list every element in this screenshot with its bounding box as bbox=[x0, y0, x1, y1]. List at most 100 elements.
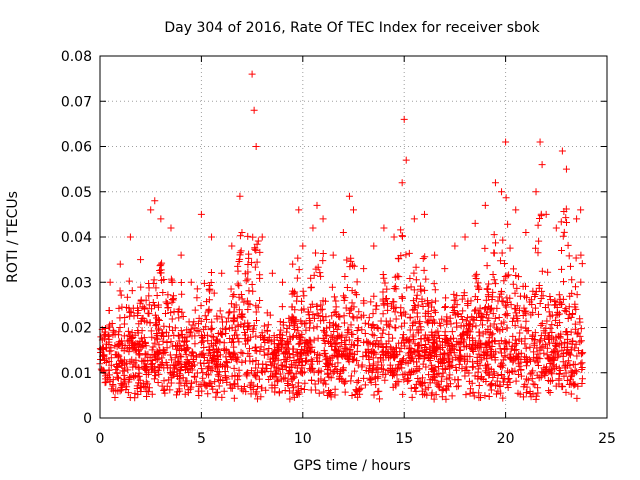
data-point bbox=[487, 306, 495, 314]
data-point bbox=[264, 321, 272, 329]
data-point bbox=[562, 388, 570, 396]
data-point bbox=[412, 387, 420, 395]
data-point bbox=[453, 366, 461, 374]
data-point bbox=[373, 323, 381, 331]
data-point bbox=[380, 274, 388, 282]
data-point bbox=[290, 321, 298, 329]
data-point bbox=[315, 367, 323, 375]
data-point bbox=[125, 375, 133, 383]
data-point bbox=[227, 384, 235, 392]
data-point bbox=[428, 298, 436, 306]
data-point bbox=[415, 378, 423, 386]
data-point bbox=[419, 379, 427, 387]
data-point bbox=[218, 318, 226, 326]
data-point bbox=[192, 353, 200, 361]
data-point bbox=[514, 317, 522, 325]
data-point bbox=[250, 106, 258, 114]
data-point bbox=[361, 319, 369, 327]
data-point bbox=[252, 357, 260, 365]
data-point bbox=[380, 301, 388, 309]
data-point bbox=[578, 260, 586, 268]
data-point bbox=[400, 319, 408, 327]
data-point bbox=[535, 374, 543, 382]
data-point bbox=[175, 359, 183, 367]
data-point bbox=[467, 385, 475, 393]
data-point bbox=[424, 336, 432, 344]
data-point bbox=[176, 342, 184, 350]
data-point bbox=[454, 382, 462, 390]
data-point bbox=[407, 283, 415, 291]
data-point bbox=[401, 342, 409, 350]
data-point bbox=[406, 357, 414, 365]
data-point bbox=[499, 374, 507, 382]
data-point bbox=[100, 331, 108, 339]
data-point bbox=[168, 315, 176, 323]
data-point bbox=[281, 348, 289, 356]
data-point bbox=[577, 325, 585, 333]
data-point bbox=[370, 391, 378, 399]
data-point bbox=[343, 284, 351, 292]
data-point bbox=[340, 312, 348, 320]
data-point bbox=[276, 318, 284, 326]
data-point bbox=[302, 358, 310, 366]
data-point bbox=[207, 279, 215, 287]
data-point bbox=[509, 358, 517, 366]
data-point bbox=[140, 362, 148, 370]
data-point bbox=[106, 278, 114, 286]
data-point bbox=[455, 355, 463, 363]
data-point bbox=[353, 378, 361, 386]
data-point bbox=[516, 292, 524, 300]
data-point bbox=[410, 286, 418, 294]
data-point bbox=[430, 280, 438, 288]
data-point bbox=[465, 369, 473, 377]
data-point bbox=[576, 315, 584, 323]
data-point bbox=[120, 332, 128, 340]
data-point bbox=[395, 273, 403, 281]
data-point bbox=[390, 285, 398, 293]
data-point bbox=[531, 291, 539, 299]
data-point bbox=[243, 372, 251, 380]
data-point bbox=[297, 369, 305, 377]
data-point bbox=[253, 258, 261, 266]
data-point bbox=[506, 353, 514, 361]
data-point bbox=[517, 372, 525, 380]
data-point bbox=[560, 278, 568, 286]
data-point bbox=[514, 273, 522, 281]
data-point bbox=[373, 337, 381, 345]
data-point bbox=[577, 360, 585, 368]
data-point bbox=[497, 349, 505, 357]
data-point bbox=[558, 265, 566, 273]
data-point bbox=[521, 308, 529, 316]
data-point bbox=[413, 291, 421, 299]
data-point bbox=[227, 300, 235, 308]
data-point bbox=[234, 280, 242, 288]
data-point bbox=[196, 359, 204, 367]
data-point bbox=[294, 327, 302, 335]
data-point bbox=[369, 321, 377, 329]
data-point bbox=[298, 362, 306, 370]
data-point bbox=[245, 250, 253, 258]
data-point bbox=[526, 298, 534, 306]
data-point bbox=[505, 271, 513, 279]
data-point bbox=[419, 254, 427, 262]
chart-title: Day 304 of 2016, Rate Of TEC Index for r… bbox=[164, 20, 540, 36]
data-point bbox=[516, 329, 524, 337]
data-point bbox=[112, 386, 120, 394]
data-point bbox=[434, 382, 442, 390]
data-point bbox=[327, 374, 335, 382]
data-point bbox=[514, 370, 522, 378]
data-point bbox=[431, 348, 439, 356]
data-point bbox=[139, 357, 147, 365]
data-point bbox=[367, 298, 375, 306]
data-point bbox=[230, 318, 238, 326]
data-point bbox=[441, 338, 449, 346]
data-point bbox=[431, 286, 439, 294]
data-point bbox=[162, 328, 170, 336]
data-point bbox=[157, 215, 165, 223]
data-point bbox=[577, 206, 585, 214]
data-point bbox=[314, 377, 322, 385]
data-point bbox=[160, 377, 168, 385]
data-point bbox=[123, 383, 131, 391]
data-point bbox=[423, 297, 431, 305]
data-point bbox=[522, 228, 530, 236]
